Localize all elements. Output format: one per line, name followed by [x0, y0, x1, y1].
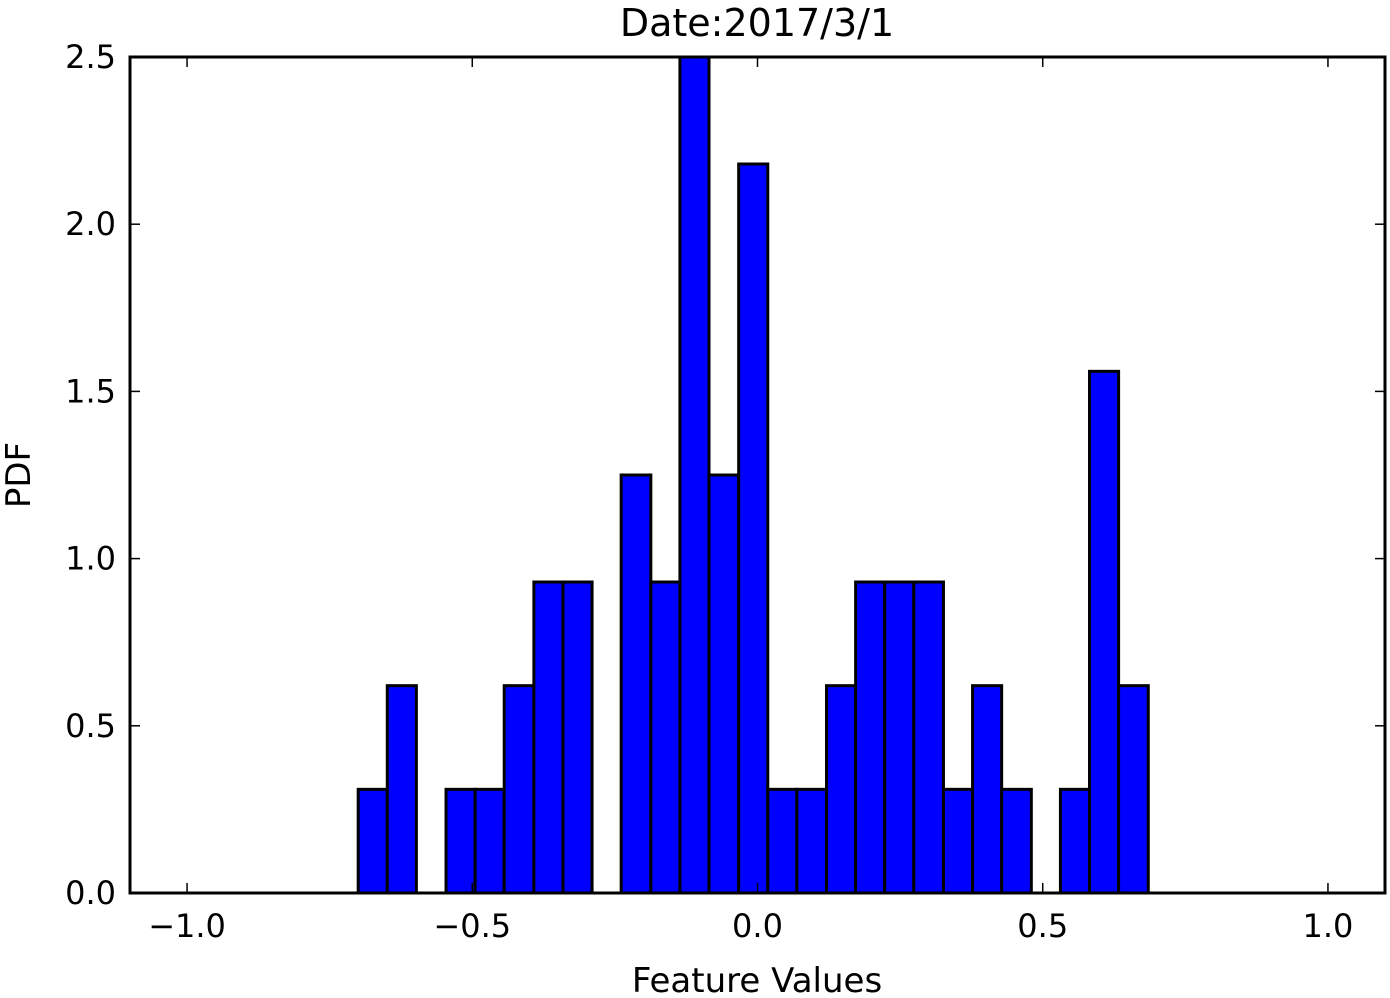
histogram-bar — [619, 473, 653, 895]
histogram-bar — [649, 580, 682, 895]
histogram-bar — [385, 684, 418, 895]
histogram-bar — [941, 787, 975, 895]
histogram-bar — [766, 787, 799, 895]
histogram-bar — [502, 684, 536, 895]
histogram-bar — [825, 684, 858, 895]
histogram-bar — [444, 787, 477, 895]
x-ticks: −1.0 −0.5 0.0 0.5 1.0 — [148, 57, 1353, 945]
y-tick-label: 0.5 — [65, 707, 116, 745]
histogram-bar — [356, 787, 389, 895]
x-tick-label: 1.0 — [1303, 907, 1354, 945]
y-tick-label: 1.5 — [65, 372, 116, 410]
histogram-bar — [473, 787, 506, 895]
histogram-bar — [737, 162, 770, 895]
chart-title: Date:2017/3/1 — [620, 1, 894, 45]
bars-group — [356, 55, 1150, 895]
y-tick-label: 1.0 — [65, 540, 116, 578]
histogram-bar — [854, 580, 887, 895]
histogram-bar — [561, 580, 594, 895]
histogram-bar — [532, 580, 565, 895]
histogram-bar — [795, 787, 829, 895]
histogram-bar — [1000, 787, 1033, 895]
x-tick-label: 0.5 — [1017, 907, 1068, 945]
histogram-bar — [1117, 684, 1150, 895]
y-ticks: 0.0 0.5 1.0 1.5 2.0 2.5 — [65, 38, 1385, 912]
histogram-bar — [707, 473, 741, 895]
histogram-bar — [1088, 369, 1121, 895]
histogram-bar — [971, 684, 1004, 895]
histogram-bar — [1058, 787, 1092, 895]
x-axis-label: Feature Values — [632, 961, 882, 998]
y-tick-label: 2.0 — [65, 205, 116, 243]
y-tick-label: 0.0 — [65, 874, 116, 912]
x-tick-label: 0.0 — [732, 907, 783, 945]
histogram-bar — [912, 580, 945, 895]
y-tick-label: 2.5 — [65, 38, 116, 76]
y-axis-label: PDF — [0, 442, 39, 508]
x-tick-label: −0.5 — [433, 907, 511, 945]
histogram-bar — [678, 55, 711, 895]
x-tick-label: −1.0 — [148, 907, 226, 945]
histogram-bar — [883, 580, 916, 895]
